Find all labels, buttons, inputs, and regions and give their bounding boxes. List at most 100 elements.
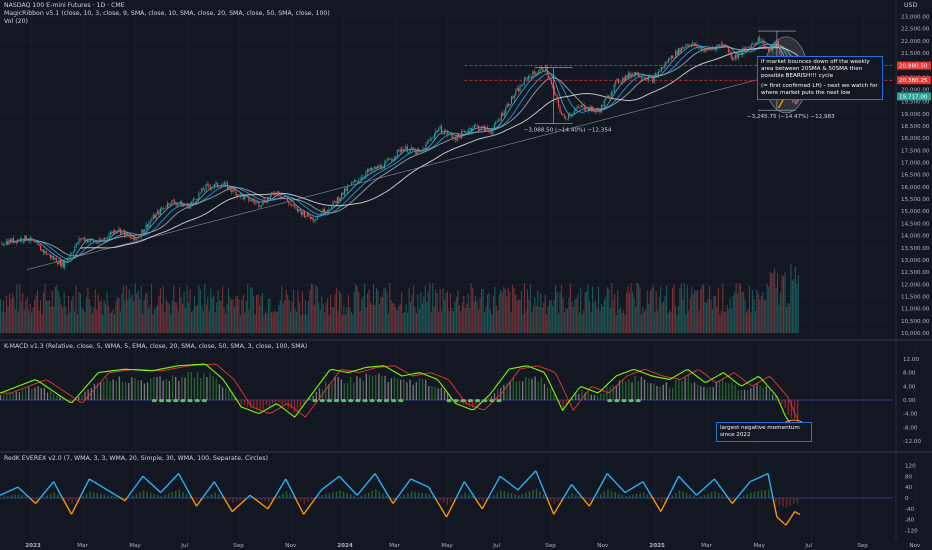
candle-body: [211, 187, 213, 189]
kmacd-histogram-bar: [50, 391, 52, 400]
candle-body: [362, 177, 364, 178]
candle-body: [295, 206, 297, 208]
kmacd-histogram-bar: [181, 376, 183, 400]
everex-line-segment: [260, 502, 263, 506]
kmacd-histogram-bar: [371, 376, 374, 400]
everex-line-segment: [538, 479, 542, 485]
everex-histogram-bar: [267, 498, 270, 502]
kmacd-histogram-bar: [21, 388, 24, 400]
volume-indicator-label[interactable]: Vol (20): [4, 18, 28, 25]
everex-line-segment: [52, 481, 56, 486]
everex-line-segment: [121, 497, 124, 501]
everex-histogram-bar: [757, 491, 759, 498]
kmacd-histogram-bar: [234, 397, 236, 400]
volume-bar: [23, 309, 25, 333]
everex-line-segment: [237, 504, 240, 508]
volume-bar: [303, 314, 305, 333]
everex-histogram-bar: [421, 493, 423, 498]
ribbon-indicator-label[interactable]: MagicRibbon v5.1 (close, 10, 3, close, 9…: [4, 10, 330, 17]
everex-line-segment: [651, 496, 655, 500]
volume-bar: [291, 301, 293, 333]
volume-bar: [596, 307, 598, 333]
kmacd-histogram-bar: [190, 372, 192, 400]
everex-line-segment: [762, 474, 765, 477]
candle-body: [588, 107, 590, 111]
candle-body: [109, 232, 111, 235]
volume-bar: [281, 285, 283, 333]
volume-bar: [694, 289, 696, 333]
everex-line-segment: [790, 513, 794, 518]
candle-body: [285, 198, 287, 200]
volume-bar: [630, 283, 632, 333]
everex-line-segment: [408, 478, 412, 482]
everex-line-segment: [458, 488, 462, 493]
candle-body: [151, 219, 153, 221]
candle-body: [322, 209, 324, 215]
everex-histogram-bar: [639, 493, 641, 498]
volume-bar: [297, 290, 299, 333]
candle-body: [459, 136, 461, 139]
volume-bar: [324, 312, 326, 333]
everex-histogram-bar: [657, 498, 659, 501]
candle-body: [102, 239, 104, 241]
volume-bar: [682, 299, 684, 333]
candle-body: [712, 47, 714, 49]
everex-histogram-bar: [446, 498, 448, 505]
volume-bar: [796, 283, 798, 333]
candle-body: [485, 126, 487, 132]
volume-bar: [482, 289, 484, 333]
everex-line-segment: [353, 491, 356, 494]
volume-bar: [239, 315, 241, 333]
kmacd-histogram-bar: [640, 376, 643, 400]
kmacd-histogram-bar: [362, 380, 364, 400]
kmacd-title[interactable]: K-MACD v1.3 (Relative, close, 5, WMA, 5,…: [4, 343, 308, 350]
volume-bar: [466, 303, 468, 333]
candle-body: [652, 77, 654, 83]
everex-histogram-bar: [35, 498, 38, 500]
everex-line-segment: [653, 499, 657, 503]
candle-body: [425, 143, 427, 150]
everex-line-segment: [70, 510, 74, 515]
everex-line-segment: [345, 483, 349, 487]
everex-line-segment: [470, 492, 474, 496]
everex-histogram-bar: [57, 494, 59, 498]
volume-bar: [279, 300, 281, 333]
candle-body: [692, 42, 694, 45]
kmacd-histogram-bar: [668, 387, 671, 400]
everex-line-segment: [670, 486, 674, 491]
kmacd-histogram-bar: [737, 389, 739, 400]
kmacd-histogram-bar: [325, 381, 327, 400]
everex-line-segment: [97, 483, 101, 487]
everex-line-segment: [42, 492, 46, 496]
volume-bar: [318, 302, 320, 333]
candle-body: [118, 228, 120, 231]
everex-line-segment: [628, 488, 631, 491]
everex-line-segment: [510, 483, 514, 487]
volume-bar: [592, 286, 594, 333]
kmacd-histogram-bar: [446, 393, 449, 400]
everex-y-tick: 40: [905, 485, 913, 491]
candle-body: [519, 85, 521, 92]
volume-bar: [544, 294, 546, 333]
volume-bar: [56, 284, 58, 333]
candle-body: [630, 74, 632, 77]
everex-histogram-bar: [417, 492, 420, 498]
everex-title[interactable]: RedK EVEREX v2.0 (7, WMA, 3, 3, WMA, 20,…: [4, 455, 268, 462]
everex-line-segment: [106, 489, 110, 492]
annotation-note-3: largest negative momentum since 2022: [720, 425, 800, 438]
volume-bar: [529, 283, 531, 333]
everex-line-segment: [356, 492, 360, 496]
everex-line-segment: [337, 475, 340, 479]
candle-body: [382, 168, 384, 170]
candle-body: [575, 109, 577, 111]
volume-bar: [233, 307, 235, 333]
everex-line-segment: [708, 481, 712, 485]
kmacd-histogram-bar: [131, 377, 133, 400]
volume-bar: [677, 306, 679, 333]
everex-line-segment: [572, 486, 576, 490]
volume-bar: [189, 288, 191, 333]
kmacd-histogram-bar: [309, 398, 311, 400]
volume-bar: [756, 289, 758, 333]
volume-bar: [569, 283, 571, 333]
kmacd-histogram-bar: [575, 394, 577, 400]
